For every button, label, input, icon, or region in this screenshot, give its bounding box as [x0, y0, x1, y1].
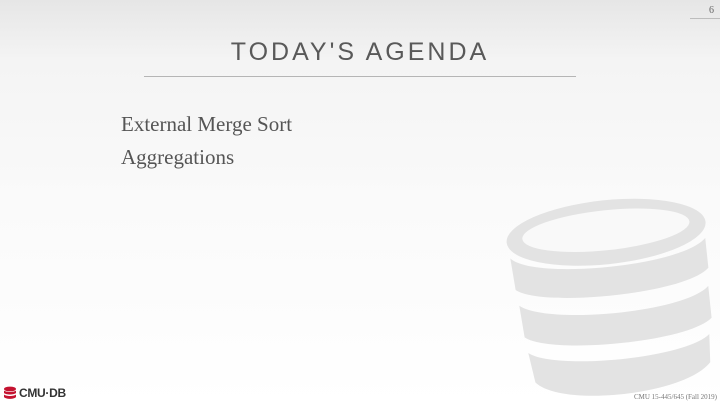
agenda-item: External Merge Sort: [121, 112, 293, 136]
course-footer: CMU 15-445/645 (Fall 2019): [633, 393, 717, 401]
database-watermark-icon: [506, 198, 712, 396]
title-divider: [144, 76, 576, 77]
agenda-list: External Merge Sort Aggregations: [121, 108, 292, 174]
slide-title: TODAY'S AGENDA: [230, 38, 490, 66]
logo-text: CMU·DB: [19, 386, 66, 400]
cmu-db-logo: CMU·DB: [3, 386, 66, 400]
page-number-underline: [690, 18, 720, 19]
database-icon: [4, 386, 16, 399]
page-number: 6: [709, 5, 714, 16]
agenda-item: Aggregations: [121, 145, 235, 169]
